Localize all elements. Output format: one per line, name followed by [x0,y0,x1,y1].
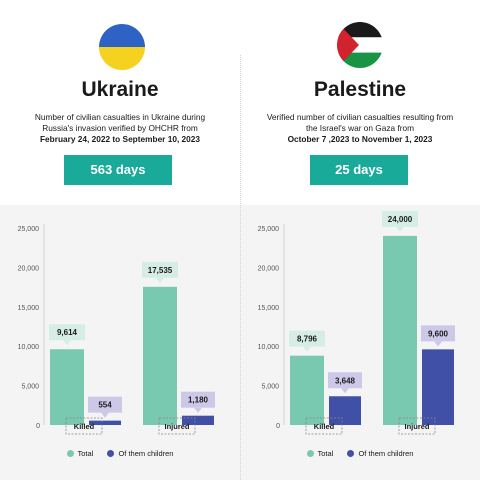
data-label-pointer [101,412,109,418]
description-line: Verified number of civilian casualties r… [266,112,454,122]
data-label-children: 3,648 [335,376,356,385]
y-tick-label: 20,000 [258,265,280,272]
legend-label: Of them children [358,449,414,458]
description: Verified number of civilian casualties r… [250,112,470,145]
data-label-box [49,324,85,341]
y-tick-label: 0 [36,423,40,430]
legend-item-total: Total [66,449,94,458]
bar-total [383,235,417,425]
y-tick-label: 20,000 [18,265,40,272]
y-tick-label: 25,000 [18,226,40,233]
y-tick-label: 5,000 [261,384,279,391]
data-label-box [88,396,122,413]
data-label-total: 17,535 [148,266,173,275]
data-label-pointer [194,407,202,413]
category-label-box [305,417,343,435]
data-label-box [142,261,178,278]
data-label-box [181,391,215,408]
description: Number of civilian casualties in Ukraine… [10,112,230,145]
chart-legend: Total Of them children [240,449,480,458]
data-label-pointer [63,340,71,346]
legend-item-children: Of them children [347,449,413,458]
category-label-box [65,417,103,435]
data-label-total: 9,614 [57,328,78,337]
legend-dot-icon [347,450,355,457]
duration-badge: 25 days [310,155,408,185]
data-label-total: 8,796 [297,335,318,344]
data-label-children: 1,180 [188,396,209,405]
ukraine-flag-icon [99,24,145,70]
ukraine-bar-chart: 0 5,000 10,000 15,000 20,000 25,000 9,614 554 Ki… [18,224,215,435]
description-line: the Israel's war on Gaza from [305,123,415,133]
palestine-flag-icon [337,22,383,68]
legend-dot-icon [306,450,314,457]
data-label-box [421,325,455,342]
x-category-label: Killed [314,422,335,431]
bar-children [422,349,454,425]
legend-label: Total [317,449,334,458]
date-range: February 24, 2022 to September 10, 2023 [39,134,201,144]
y-tick-label: 5,000 [21,384,39,391]
legend-label: Total [77,449,94,458]
country-title: Ukraine [81,78,159,101]
x-category-label: Killed [74,422,95,431]
legend-dot-icon [107,450,115,457]
data-label-box [328,372,362,389]
palestine-bar-chart: 0 5,000 10,000 15,000 20,000 25,000 8,796 3,648… [258,210,455,435]
data-label-pointer [341,388,349,394]
legend-item-children: Of them children [107,449,173,458]
data-label-children: 9,600 [428,329,449,338]
data-label-pointer [434,341,442,347]
data-label-pointer [303,346,311,352]
bar-children [329,396,361,425]
data-label-pointer [156,277,164,283]
data-label-children: 554 [98,401,112,410]
country-title: Palestine [313,78,407,101]
bar-total [290,355,324,425]
category-label-box [158,417,196,435]
legend-item-total: Total [306,449,334,458]
data-label-box [289,330,325,347]
y-tick-label: 10,000 [18,344,40,351]
x-category-label: Injured [404,422,429,431]
duration-badge: 563 days [64,155,172,185]
ukraine-panel: Ukraine Number of civilian casualties in… [0,24,240,458]
panel-divider [240,55,241,480]
palestine-panel: Palestine Verified number of civilian ca… [240,0,480,480]
bar-children [89,420,121,425]
bar-total [143,286,177,425]
y-tick-label: 10,000 [258,344,280,351]
y-tick-label: 25,000 [258,226,280,233]
description-line: Russia's invasion verified by OHCHR from [42,123,198,133]
y-tick-label: 15,000 [18,305,40,312]
x-category-label: Injured [164,422,189,431]
date-range: October 7 ,2023 to November 1, 2023 [287,134,433,144]
data-label-box [382,210,418,227]
data-label-pointer [396,226,404,232]
legend-dot-icon [66,450,74,457]
bar-total [50,349,84,425]
bar-children [182,415,214,425]
y-tick-label: 0 [276,423,280,430]
y-tick-label: 15,000 [258,305,280,312]
chart-legend: Total Of them children [0,449,240,458]
category-label-box [398,417,436,435]
data-label-total: 24,000 [388,215,413,224]
legend-label: Of them children [118,449,174,458]
description-line: Number of civilian casualties in Ukraine… [34,112,206,122]
